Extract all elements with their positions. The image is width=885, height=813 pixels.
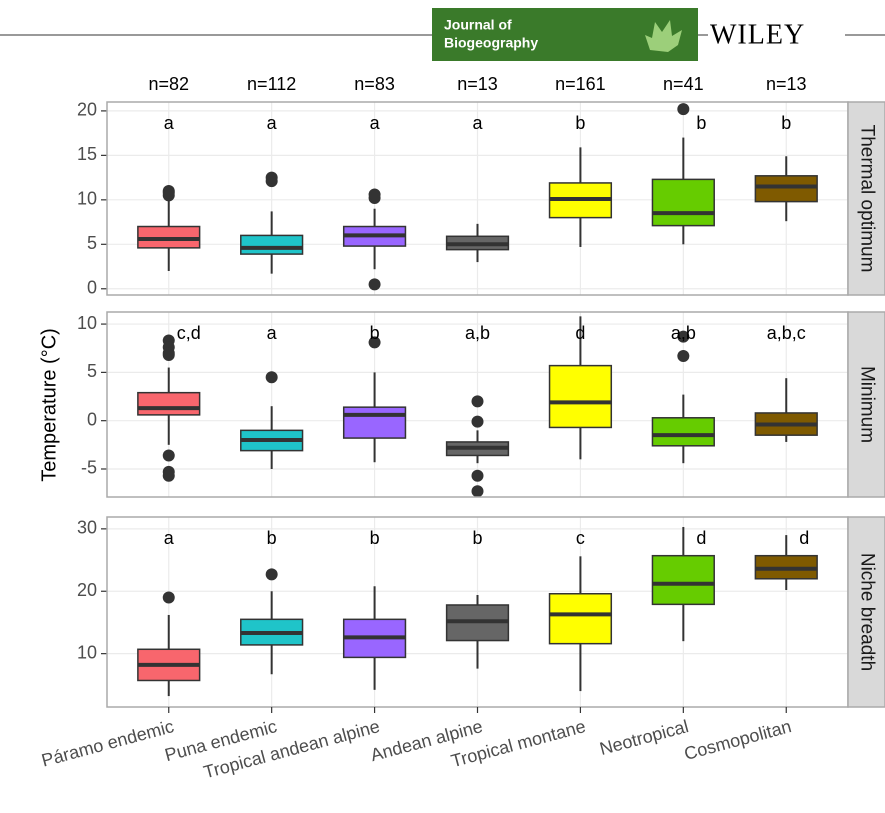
y-tick-label: 0 [87, 409, 97, 429]
y-tick-label: 15 [77, 144, 97, 164]
y-tick-label: 10 [77, 313, 97, 333]
group-letter: b [696, 113, 706, 133]
group-letter: b [370, 323, 380, 343]
box [137, 391, 201, 416]
group-letter: c,d [177, 323, 201, 343]
outlier [368, 278, 381, 291]
y-axis-label: Temperature (°C) [38, 328, 60, 482]
n-label: n=83 [354, 74, 395, 94]
n-label: n=41 [663, 74, 704, 94]
box [548, 592, 613, 645]
outlier [265, 371, 278, 384]
group-letter: a,b [465, 323, 490, 343]
outlier [162, 348, 175, 361]
y-tick-label: 5 [87, 361, 97, 381]
group-letter: a,b,c [767, 323, 806, 343]
facet-label: Minimum [856, 366, 877, 443]
outlier [471, 469, 484, 482]
n-label: n=161 [555, 74, 606, 94]
y-tick-label: 20 [77, 100, 97, 120]
journal-name: Biogeography [444, 35, 538, 51]
group-letter: d [799, 528, 809, 548]
outlier [677, 103, 690, 116]
group-letter: a [164, 113, 175, 133]
group-letter: b [781, 113, 791, 133]
box [548, 364, 613, 429]
y-tick-label: 10 [77, 189, 97, 209]
facet-strip [847, 516, 885, 708]
group-letter: a [370, 113, 381, 133]
y-tick-label: 0 [87, 278, 97, 298]
publisher: WILEY [710, 19, 805, 50]
n-label: n=13 [457, 74, 498, 94]
facet-strip [847, 311, 885, 498]
group-letter: a [267, 113, 278, 133]
y-tick-label: 20 [77, 580, 97, 600]
n-label: n=82 [148, 74, 189, 94]
x-tick-label: Páramo endemic [39, 716, 176, 771]
n-label: n=112 [247, 74, 296, 94]
n-label: n=13 [766, 74, 807, 94]
box [342, 406, 407, 439]
group-letter: a [164, 528, 175, 548]
group-letter: a,b [671, 323, 696, 343]
outlier [677, 349, 690, 362]
box [651, 178, 715, 227]
outlier [471, 485, 484, 498]
outlier [162, 591, 175, 604]
outlier [368, 336, 381, 349]
group-letter: c [576, 528, 585, 548]
group-letter: a [267, 323, 278, 343]
box [240, 234, 304, 255]
y-tick-label: 10 [77, 642, 97, 662]
facet-label: Niche breadth [856, 553, 877, 671]
group-letter: b [267, 528, 277, 548]
x-tick-label: Neotropical [597, 716, 690, 759]
facet-strip [847, 101, 885, 296]
outlier [265, 171, 278, 184]
outlier [162, 449, 175, 462]
box [651, 554, 715, 606]
outlier [162, 469, 175, 482]
group-letter: b [370, 528, 380, 548]
box [651, 417, 715, 447]
facet-label: Thermal optimum [856, 125, 877, 273]
group-letter: b [575, 113, 585, 133]
box [754, 175, 818, 203]
x-tick-label: Cosmopolitan [682, 716, 793, 764]
outlier [162, 186, 175, 199]
group-letter: b [472, 528, 482, 548]
y-tick-label: -5 [81, 458, 97, 478]
group-letter: d [575, 323, 585, 343]
outlier [471, 395, 484, 408]
y-tick-label: 30 [77, 518, 97, 538]
group-letter: d [696, 528, 706, 548]
leaf-icon [645, 20, 682, 52]
outlier [368, 188, 381, 201]
journal-name: Journal of [444, 17, 512, 33]
x-tick-label: Tropical andean alpine [201, 716, 381, 782]
outlier [677, 330, 690, 343]
outlier [471, 415, 484, 428]
outlier [265, 568, 278, 581]
y-tick-label: 5 [87, 233, 97, 253]
group-letter: a [472, 113, 483, 133]
